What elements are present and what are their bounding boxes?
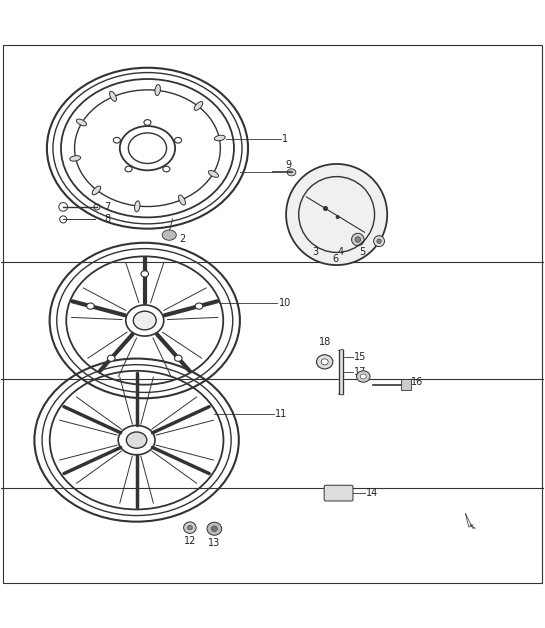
Ellipse shape [355, 237, 361, 242]
Ellipse shape [107, 355, 115, 361]
Text: 9: 9 [285, 160, 291, 170]
Ellipse shape [76, 119, 87, 126]
Ellipse shape [374, 236, 384, 247]
Text: 11: 11 [275, 409, 287, 419]
Ellipse shape [162, 230, 176, 241]
Ellipse shape [134, 311, 156, 330]
Ellipse shape [125, 166, 132, 172]
Ellipse shape [195, 303, 203, 309]
Ellipse shape [174, 138, 181, 143]
Ellipse shape [87, 303, 94, 309]
Ellipse shape [352, 233, 364, 246]
Ellipse shape [184, 522, 196, 533]
Text: 13: 13 [208, 538, 221, 548]
Text: 12: 12 [184, 536, 196, 546]
FancyBboxPatch shape [401, 379, 410, 390]
Text: 7: 7 [104, 202, 110, 212]
Ellipse shape [377, 239, 381, 243]
Text: 6: 6 [332, 254, 338, 264]
Ellipse shape [144, 120, 151, 125]
Ellipse shape [211, 526, 217, 531]
Text: 4: 4 [338, 247, 344, 257]
Ellipse shape [113, 138, 120, 143]
Ellipse shape [141, 271, 149, 277]
Polygon shape [465, 514, 475, 528]
FancyBboxPatch shape [324, 485, 353, 501]
Text: 3: 3 [312, 247, 318, 257]
Ellipse shape [155, 85, 160, 95]
Ellipse shape [336, 215, 340, 219]
Text: 18: 18 [319, 337, 331, 347]
Ellipse shape [135, 201, 140, 212]
Text: 14: 14 [366, 488, 378, 498]
Text: 16: 16 [411, 377, 423, 387]
Text: 1: 1 [282, 134, 288, 144]
Ellipse shape [287, 169, 296, 176]
Polygon shape [339, 350, 343, 394]
Ellipse shape [110, 91, 117, 101]
Ellipse shape [360, 374, 366, 379]
Text: 15: 15 [354, 352, 366, 362]
Ellipse shape [174, 355, 182, 361]
Ellipse shape [207, 522, 222, 535]
Ellipse shape [126, 432, 147, 448]
Ellipse shape [187, 526, 192, 530]
Ellipse shape [70, 156, 81, 161]
Ellipse shape [208, 171, 219, 177]
Ellipse shape [178, 195, 185, 205]
Text: 5: 5 [360, 247, 366, 257]
Ellipse shape [356, 371, 370, 382]
Text: 10: 10 [278, 298, 290, 308]
Ellipse shape [286, 164, 387, 265]
Text: 17: 17 [354, 367, 366, 377]
Ellipse shape [214, 135, 225, 141]
Text: 8: 8 [104, 214, 110, 224]
Ellipse shape [163, 166, 170, 172]
Ellipse shape [321, 359, 328, 365]
Ellipse shape [92, 186, 101, 195]
Ellipse shape [323, 206, 328, 210]
Ellipse shape [194, 102, 203, 111]
Text: 2: 2 [179, 234, 185, 244]
Ellipse shape [317, 355, 333, 369]
